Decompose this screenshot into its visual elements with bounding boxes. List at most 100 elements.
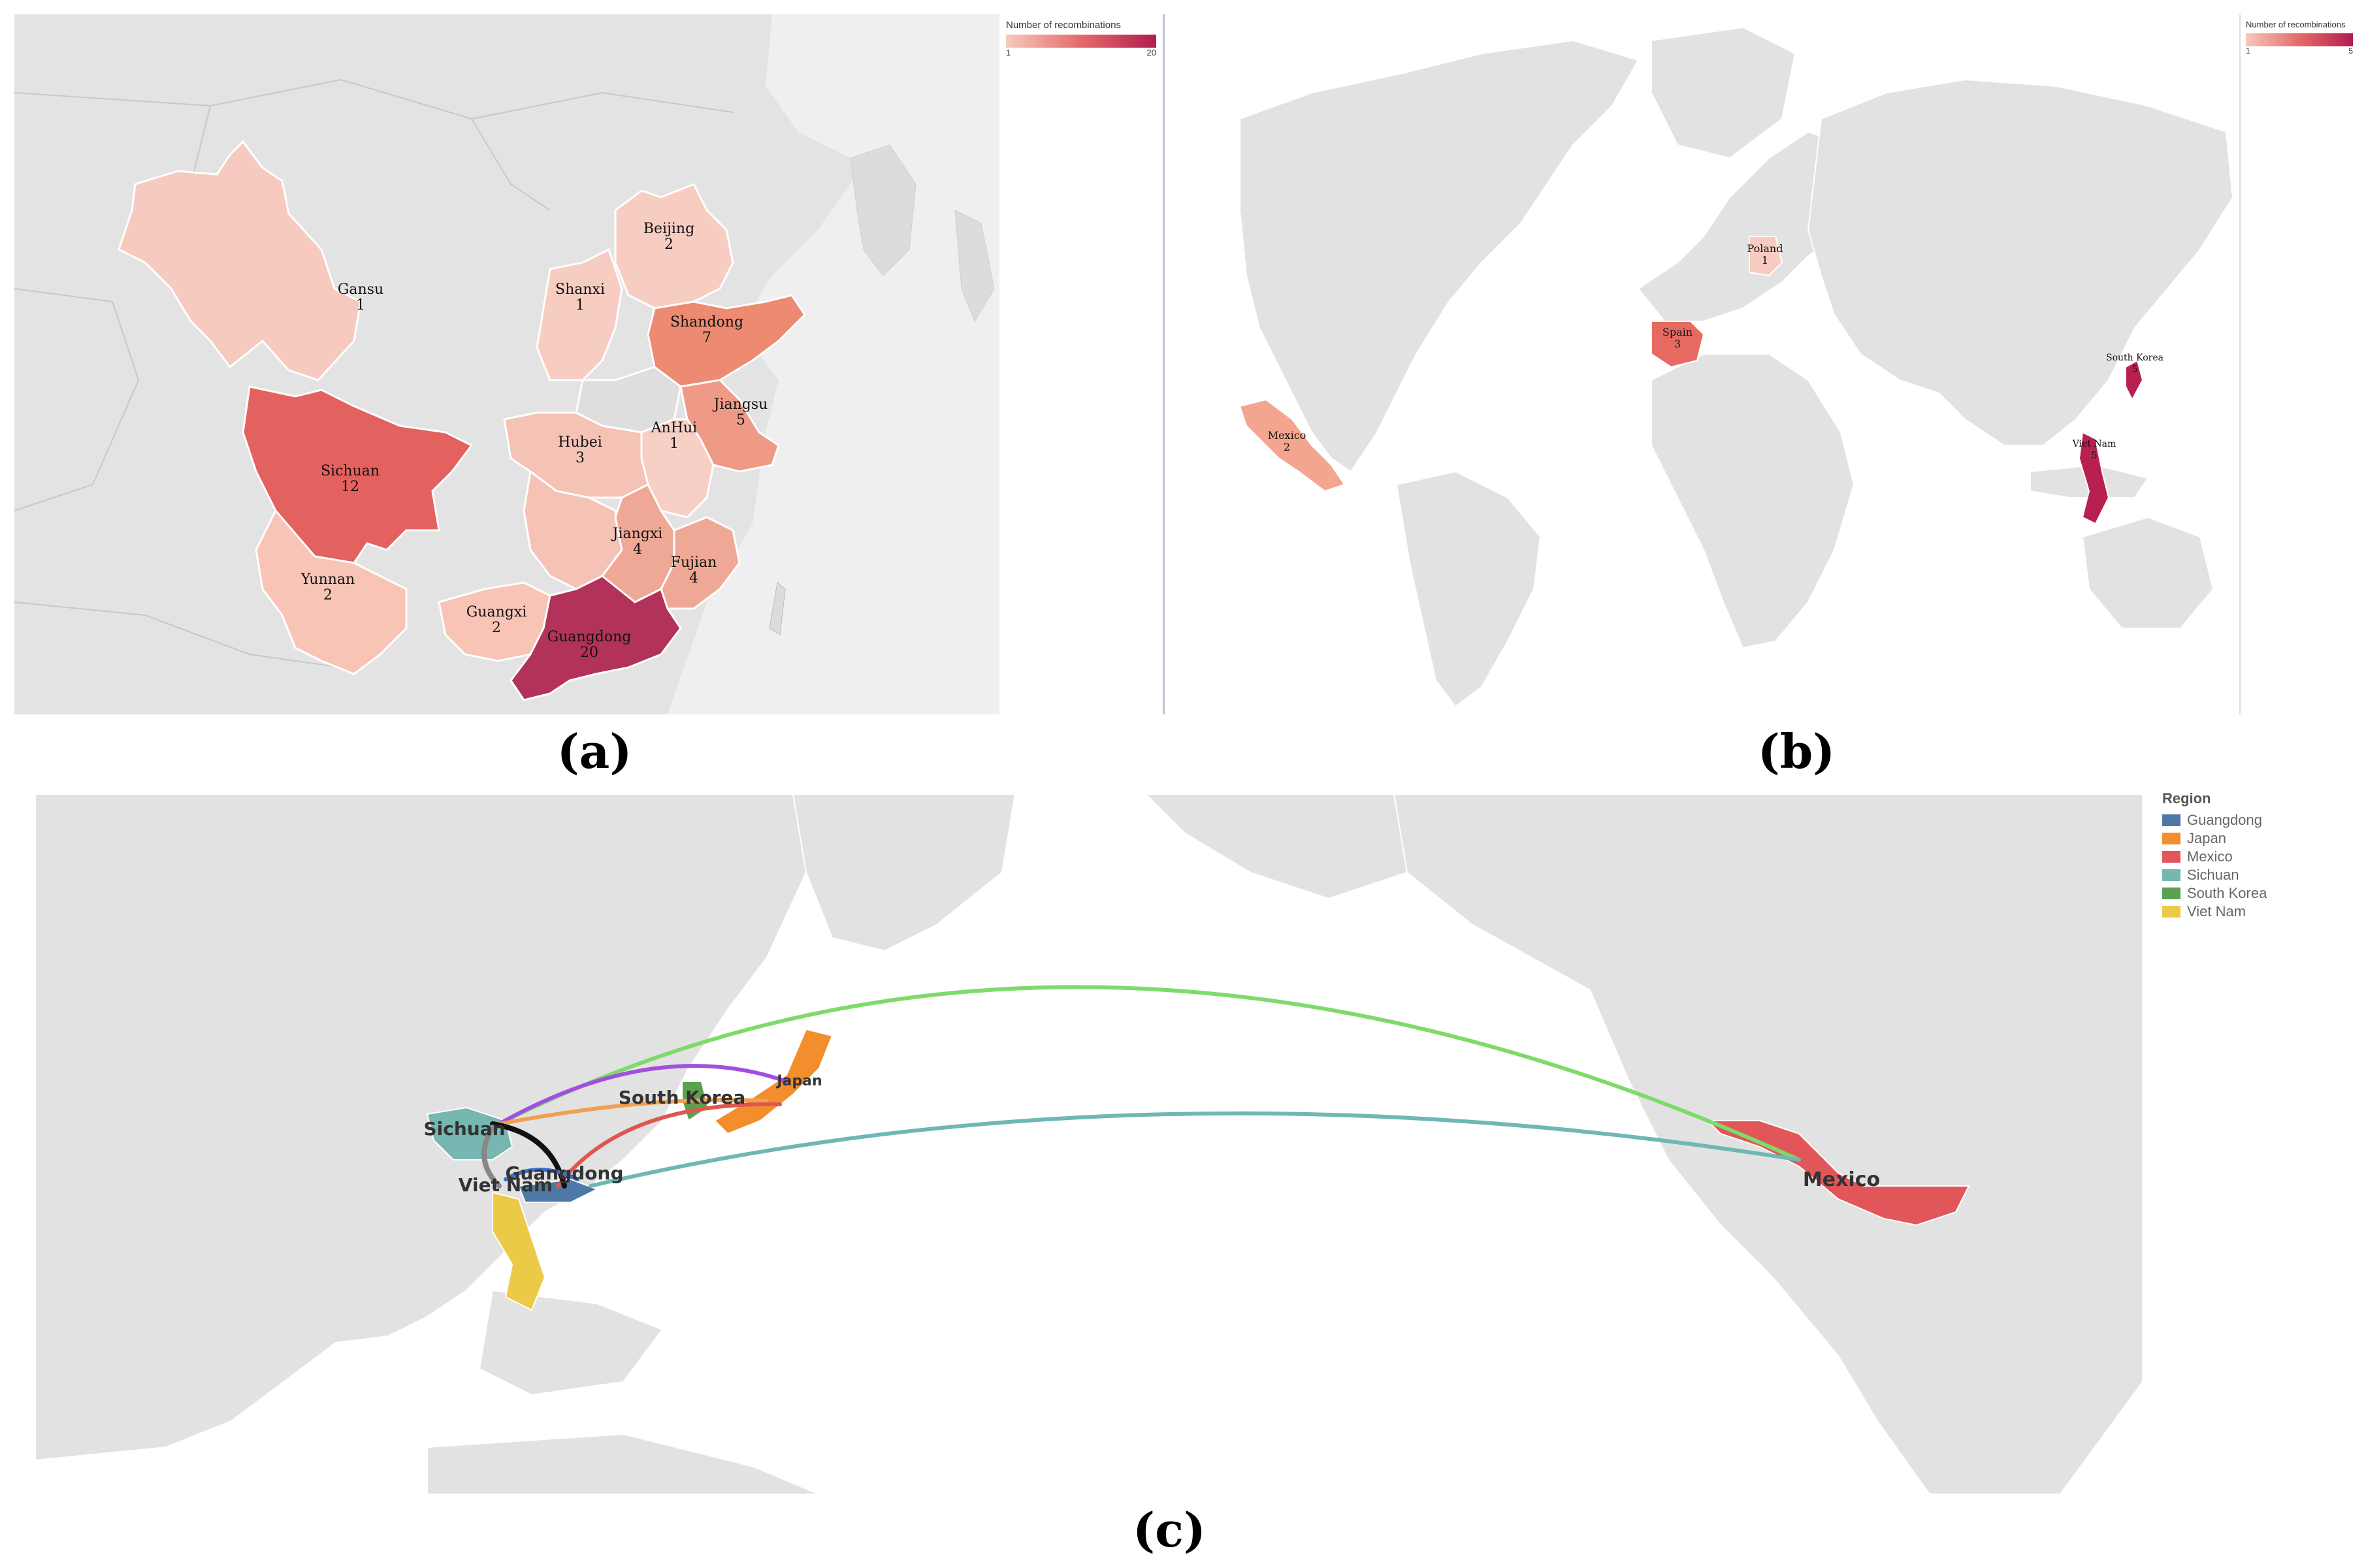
label-c-guangdong: Guangdong <box>505 1162 623 1184</box>
greenland <box>1651 26 1796 159</box>
label-shandong-value: 7 <box>702 330 711 346</box>
swatch-japan <box>2162 833 2180 844</box>
panel-b-world-map: Mexico 2 Spain 3 Poland 1 South Korea 5 … <box>1233 14 2239 714</box>
label-guangdong-name: Guangdong <box>547 629 632 645</box>
label-c-south-korea: South Korea <box>619 1087 746 1108</box>
region-legend-item: Guangdong <box>2162 811 2345 829</box>
russia-east-land <box>792 794 1016 952</box>
region-legend-label: Sichuan <box>2187 867 2239 883</box>
panel-b-legend: Number of recombinations 1 5 <box>2239 14 2358 714</box>
label-guangdong-value: 20 <box>580 645 598 661</box>
country-spain <box>1651 321 1705 368</box>
world-map-svg: Mexico 2 Spain 3 Poland 1 South Korea 5 … <box>1239 26 2234 708</box>
arc-sichuan-japan-purple <box>497 1064 788 1126</box>
region-legend-label: South Korea <box>2187 885 2267 901</box>
label-fujian-name: Fujian <box>671 554 717 571</box>
sea-area <box>668 14 999 714</box>
legend-a-min: 1 <box>1006 48 1011 57</box>
region-legend-item: South Korea <box>2162 884 2345 903</box>
province-guangdong <box>510 575 682 701</box>
link-map-svg: Sichuan Guangdong Viet Nam South Korea J… <box>35 794 2143 1494</box>
label-c-sichuan: Sichuan <box>423 1118 505 1140</box>
arc-guangdong-mexico <box>589 1111 1801 1188</box>
region-legend-item: Mexico <box>2162 848 2345 866</box>
swatch-guangdong <box>2162 814 2180 826</box>
legend-b-title: Number of recombinations <box>2246 20 2346 29</box>
caption-a: (a) <box>557 724 632 779</box>
north-america <box>1239 39 1640 473</box>
label-mexico-value: 2 <box>1284 441 1290 453</box>
china-map-svg: Gansu 1 Beijing 2 Shanxi 1 Shandong 7 Ji… <box>14 14 999 714</box>
province-yunnan <box>255 509 408 675</box>
province-labels: Gansu 1 Beijing 2 Shanxi 1 Shandong 7 Ji… <box>300 221 768 661</box>
label-gansu-value: 1 <box>356 297 365 313</box>
label-gansu-name: Gansu <box>338 281 383 298</box>
label-sichuan-name: Sichuan <box>321 463 380 479</box>
taiwan-land <box>769 582 786 635</box>
region-legend-label: Japan <box>2187 830 2226 846</box>
panel-a-china-map: Gansu 1 Beijing 2 Shanxi 1 Shandong 7 Ji… <box>14 14 999 714</box>
arc-guangdong-vietnam <box>504 1168 579 1181</box>
country-mexico <box>1239 398 1346 492</box>
country-south-korea <box>2125 359 2144 402</box>
swatch-sichuan <box>2162 869 2180 881</box>
label-south-korea-value: 5 <box>2132 364 2138 375</box>
region-legend-label: Viet Nam <box>2187 903 2246 920</box>
region-legend-item: Viet Nam <box>2162 903 2345 921</box>
legend-a-max: 20 <box>1146 48 1156 57</box>
region-legend-label: Mexico <box>2187 848 2233 865</box>
africa <box>1651 353 1855 649</box>
region-legend-title: Region <box>2162 790 2211 807</box>
label-anhui-name: AnHui <box>651 420 697 436</box>
label-poland-name: Poland <box>1747 242 1783 255</box>
asia <box>1807 78 2234 446</box>
label-jiangsu-name: Jiangsu <box>713 396 768 413</box>
label-spain-value: 3 <box>1674 338 1681 350</box>
swatch-vietnam <box>2162 906 2180 918</box>
label-fujian-value: 4 <box>689 570 698 586</box>
flow-arcs <box>481 985 1801 1189</box>
south-america <box>1395 470 1542 708</box>
australia-land <box>427 1433 820 1494</box>
region-legend-item: Sichuan <box>2162 866 2345 884</box>
islands-land <box>478 1289 664 1396</box>
province-shanxi <box>536 248 623 381</box>
label-beijing-value: 2 <box>664 236 673 253</box>
region-legend-item: Japan <box>2162 829 2345 848</box>
label-hubei-value: 3 <box>575 450 585 466</box>
asia-land <box>35 794 807 1462</box>
label-jiangxi-value: 4 <box>633 541 642 558</box>
label-vietnam-value: 5 <box>2092 451 2098 461</box>
arc-sichuan-japan-orange <box>497 1098 769 1126</box>
arc-guangdong-japan <box>556 1102 782 1188</box>
region-vietnam <box>492 1191 546 1311</box>
province-beijing <box>614 183 734 310</box>
label-anhui-value: 1 <box>670 436 679 452</box>
label-poland-value: 1 <box>1762 254 1768 266</box>
panel-a-legend: Number of recombinations 1 20 <box>999 14 1165 714</box>
caption-c: (c) <box>1133 1502 1206 1558</box>
country-labels: Mexico 2 Spain 3 Poland 1 South Korea 5 … <box>1268 242 2163 461</box>
label-yunnan-name: Yunnan <box>300 571 355 588</box>
label-c-japan: Japan <box>775 1073 822 1089</box>
legend-b-min: 1 <box>2246 46 2250 56</box>
label-mexico-name: Mexico <box>1268 429 1306 441</box>
region-legend-label: Guangdong <box>2187 812 2262 828</box>
label-sichuan-value: 12 <box>341 479 359 495</box>
korea-land <box>850 144 916 276</box>
label-jiangxi-name: Jiangxi <box>611 526 663 542</box>
label-spain-name: Spain <box>1662 326 1693 338</box>
province-gansu <box>118 140 362 381</box>
label-beijing-name: Beijing <box>643 221 694 237</box>
region-sichuan <box>426 1106 513 1160</box>
arc-sichuan-vietnam <box>481 1125 502 1189</box>
label-hubei-name: Hubei <box>558 434 602 451</box>
panel-c-link-map: Sichuan Guangdong Viet Nam South Korea J… <box>35 794 2143 1494</box>
world-landmasses <box>1239 26 2234 708</box>
alaska-land <box>1144 794 1408 900</box>
label-guangxi-name: Guangxi <box>466 604 527 620</box>
region-japan <box>713 1028 834 1135</box>
label-vietnam-name: Viet Nam <box>2072 439 2116 449</box>
label-shandong-name: Shandong <box>670 314 743 330</box>
region-map-labels: Sichuan Guangdong Viet Nam South Korea J… <box>423 1073 1880 1196</box>
